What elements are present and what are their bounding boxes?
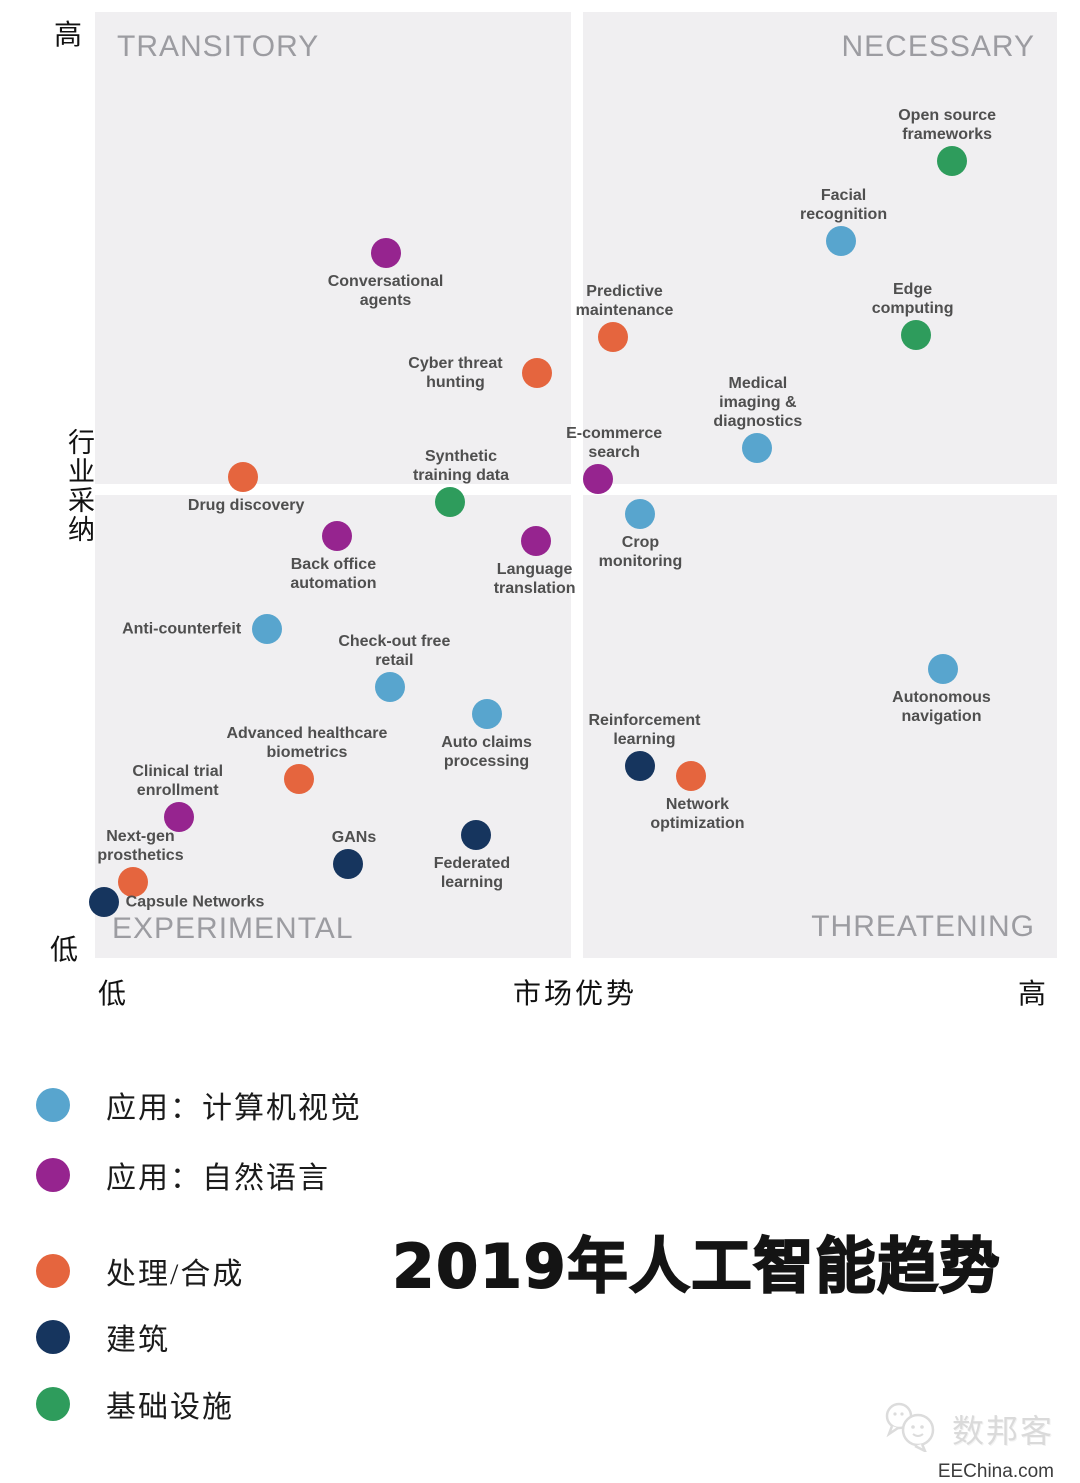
legend-item-infra: 基础设施 [36,1381,362,1427]
legend-label-infra: 基础设施 [106,1391,234,1424]
legend-dot-proc [36,1254,70,1288]
data-point-edge-computing [900,319,931,350]
point-label-synthetic-training-data: Synthetic training data [412,448,509,485]
legend: 应用：计算机视觉 应用：自然语言 处理/合成建筑基础设施 [36,1082,362,1427]
x-axis-min-label: 低 [98,979,127,1010]
data-point-advanced-healthcare-biometrics [283,764,314,795]
data-point-language-translation [520,525,551,556]
page-title: 2019年人工智能趋势 [392,1231,1002,1303]
data-point-anti-counterfeit [252,613,283,644]
watermark: 数邦客 EEChina.com [882,1400,1054,1483]
legend-item-cv: 应用：计算机视觉 [36,1082,362,1128]
y-axis-title: 行业采纳 [64,428,94,544]
point-label-back-office-automation: Back office automation [290,556,377,593]
x-axis-max-label: 高 [1018,979,1047,1010]
point-label-medical-imaging-diagnostics: Medical imaging & diagnostics [713,375,803,431]
data-point-synthetic-training-data [434,487,465,518]
point-label-edge-computing: Edge computing [871,280,954,317]
point-label-conversational-agents: Conversational agents [327,273,444,310]
legend-label-arch: 建筑 [106,1324,170,1357]
point-label-network-optimization: Network optimization [650,796,745,833]
quadrant-label-necessary: NECESSARY [841,30,1035,63]
point-label-reinforcement-learning: Reinforcement learning [588,711,701,748]
watermark-brand: 数邦客 [951,1412,1054,1449]
legend-item-proc: 处理/合成 [36,1248,362,1294]
data-point-drug-discovery [228,462,259,493]
point-label-auto-claims-processing: Auto claims processing [441,733,532,770]
data-point-e-commerce-search [583,464,614,495]
quadrant-bottom-right [583,495,1057,958]
y-axis-max-label: 高 [54,20,83,51]
point-label-crop-monitoring: Crop monitoring [598,534,683,571]
data-point-next-gen-prosthetics [118,867,149,898]
y-axis-min-label: 低 [50,935,79,966]
point-label-next-gen-prosthetics: Next-gen prosthetics [97,828,184,865]
quadrant-label-transitory: TRANSITORY [117,30,320,63]
data-point-federated-learning [460,820,491,851]
quadrant-label-experimental: EXPERIMENTAL [112,912,354,945]
point-label-gans: GANs [331,829,377,847]
legend-dot-arch [36,1320,70,1354]
data-point-capsule-networks [88,887,119,918]
data-point-gans [333,849,363,880]
quadrant-top-left [95,12,571,484]
point-label-e-commerce-search: E-commerce search [566,425,663,462]
chat-bubbles-icon [882,1400,944,1457]
legend-dot-nlp [36,1158,70,1192]
legend-item-nlp: 应用：自然语言 [36,1152,362,1198]
point-label-capsule-networks: Capsule Networks [125,893,265,911]
watermark-site: EEChina.com [937,1461,1054,1482]
point-label-cyber-threat-hunting: Cyber threat hunting [408,355,503,392]
data-point-clinical-trial-enrollment [163,802,194,833]
data-point-crop-monitoring [625,499,656,530]
data-point-back-office-automation [322,521,353,552]
data-point-facial-recognition [825,225,856,256]
x-axis-title: 市场优势 [512,979,638,1010]
point-label-advanced-healthcare-biometrics: Advanced healthcare biometrics [226,725,388,762]
legend-dot-cv [36,1088,70,1122]
legend-item-arch: 建筑 [36,1314,362,1360]
legend-label-proc: 处理/合成 [106,1258,245,1291]
point-label-anti-counterfeit: Anti-counterfeit [122,620,242,638]
point-label-language-translation: Language translation [493,560,576,597]
data-point-medical-imaging-diagnostics [741,433,772,464]
point-label-federated-learning: Federated learning [433,855,511,892]
data-point-predictive-maintenance [597,322,628,353]
data-point-check-out-free-retail [375,672,406,703]
point-label-drug-discovery: Drug discovery [187,497,305,515]
quadrant-top-right [583,12,1057,484]
legend-label-cv: 应用：计算机视觉 [106,1092,362,1125]
data-point-autonomous-navigation [928,653,959,684]
data-point-reinforcement-learning [625,750,656,781]
point-label-autonomous-navigation: Autonomous navigation [892,688,991,725]
data-point-cyber-threat-hunting [521,358,552,389]
data-point-network-optimization [676,761,707,792]
data-point-open-source-frameworks [937,145,968,176]
point-label-clinical-trial-enrollment: Clinical trial enrollment [132,763,224,800]
point-label-predictive-maintenance: Predictive maintenance [575,283,674,320]
quadrant-label-threatening: THREATENING [811,910,1035,943]
data-point-conversational-agents [370,238,401,269]
legend-dot-infra [36,1387,70,1421]
point-label-facial-recognition: Facial recognition [799,186,888,223]
legend-label-nlp: 应用：自然语言 [106,1162,330,1195]
point-label-check-out-free-retail: Check-out free retail [338,633,451,670]
data-point-auto-claims-processing [471,698,502,729]
point-label-open-source-frameworks: Open source frameworks [898,106,997,143]
